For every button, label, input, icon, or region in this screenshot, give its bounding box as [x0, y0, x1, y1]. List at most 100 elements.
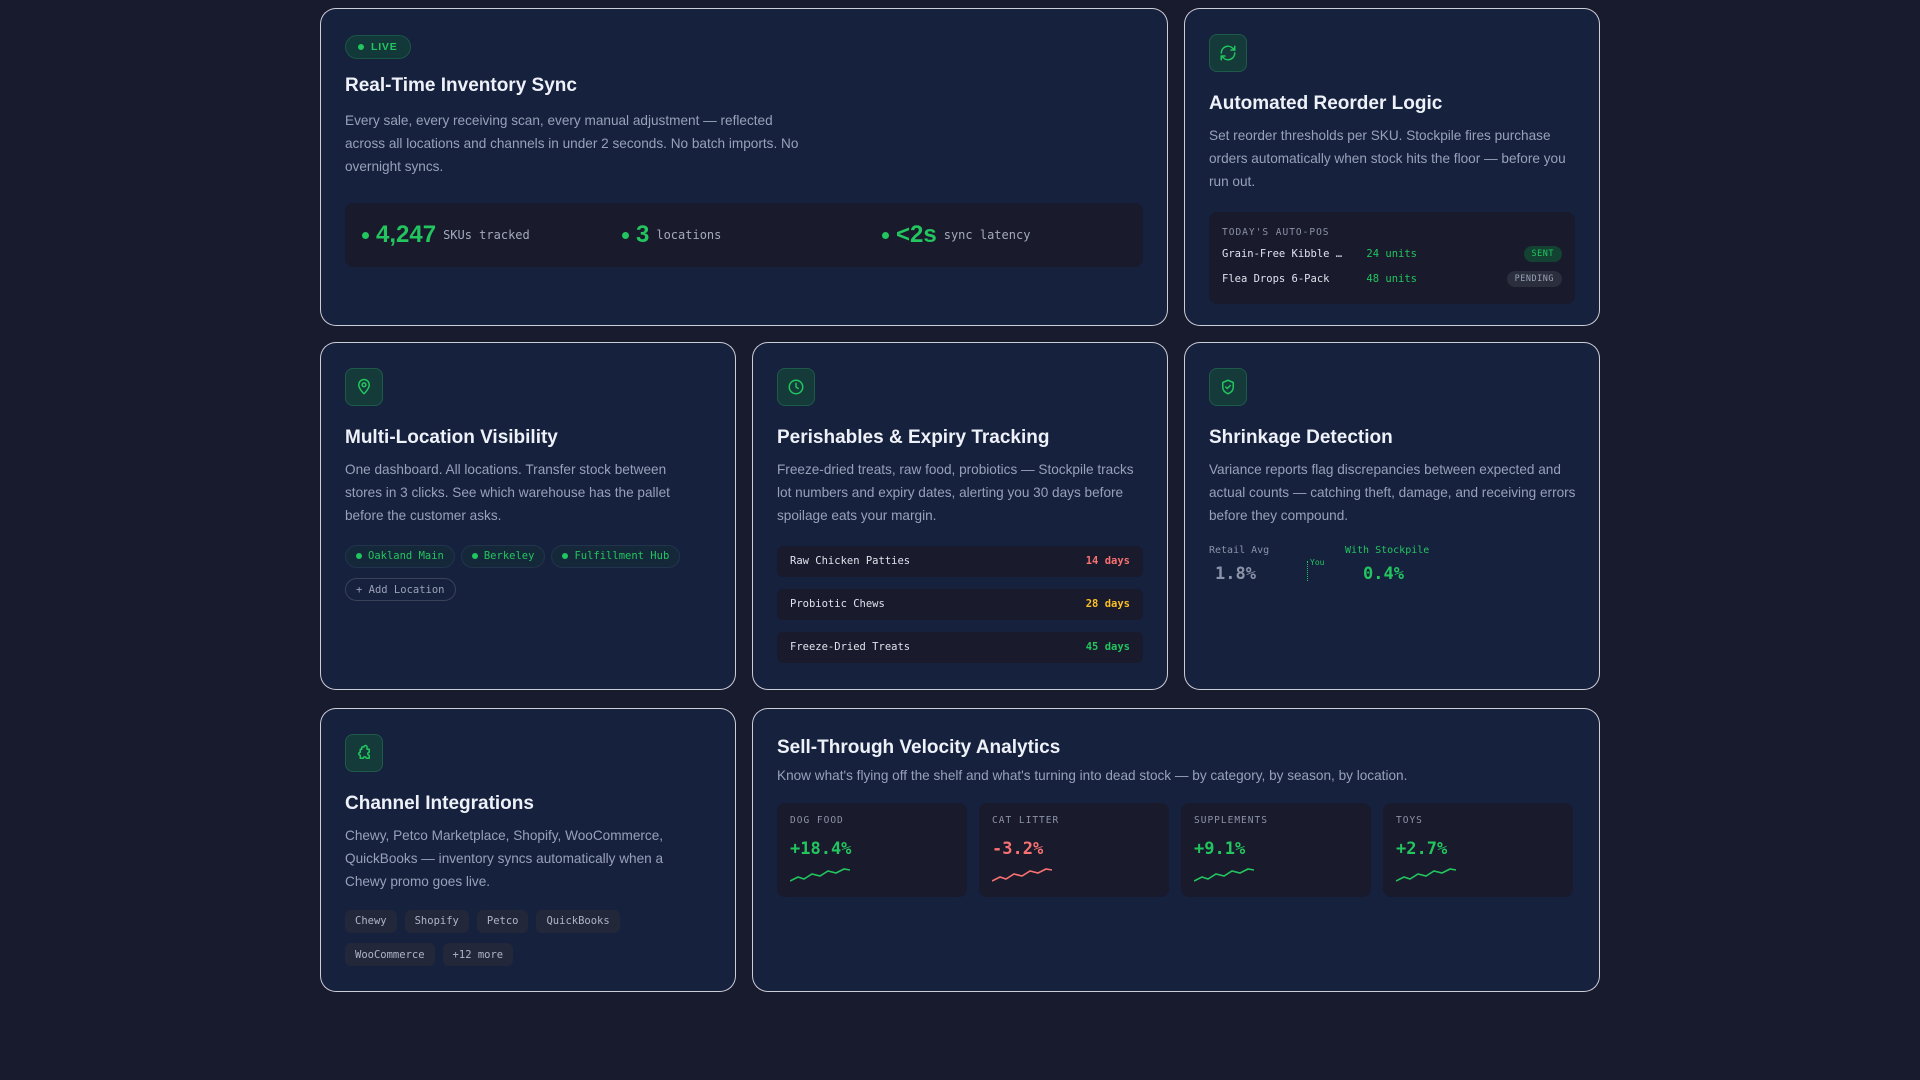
expiry-row[interactable]: Probiotic Chews 28 days	[777, 589, 1143, 620]
location-chip-label: Berkeley	[483, 550, 535, 562]
live-badge: LIVE	[345, 35, 411, 59]
velocity-change: +18.4%	[790, 839, 852, 859]
retail-avg-value: 1.8%	[1215, 564, 1256, 584]
location-dot-icon	[356, 553, 362, 559]
po-row[interactable]: Flea Drops 6-Pack 48 units PENDING	[1222, 271, 1562, 289]
velocity-card-cat-litter[interactable]: CAT LITTER -3.2%	[979, 803, 1169, 897]
inventory-sync-desc: Every sale, every receiving scan, every …	[345, 113, 799, 174]
puzzle-icon	[345, 734, 383, 772]
sparkline-up-icon	[1396, 868, 1456, 882]
live-badge-label: LIVE	[371, 41, 398, 53]
po-row[interactable]: Grain-Free Kibble … 24 units SENT	[1222, 246, 1562, 264]
location-chip-berkeley[interactable]: Berkeley	[460, 544, 546, 568]
expiry-days: 28 days	[1085, 598, 1130, 610]
stat-latency: <2s sync latency	[882, 203, 1030, 267]
shrinkage-card: Shrinkage Detection Variance reports fla…	[1184, 342, 1600, 690]
stat-dot-icon	[362, 231, 369, 239]
comparison-divider	[1307, 561, 1308, 581]
expiry-item-name: Raw Chicken Patties	[790, 555, 911, 567]
integration-chips: Chewy Shopify Petco QuickBooks WooCommerce +1…	[345, 909, 665, 976]
sparkline-up-icon	[790, 868, 850, 882]
stat-label: SKUs tracked	[443, 228, 530, 242]
integration-chip-chewy[interactable]: Chewy	[345, 909, 397, 933]
location-chip-oakland[interactable]: Oakland Main	[345, 544, 455, 568]
you-label: You	[1310, 558, 1325, 567]
expiry-row[interactable]: Freeze-Dried Treats 45 days	[777, 632, 1143, 663]
sparkline-icon	[992, 868, 1052, 882]
velocity-card-toys[interactable]: TOYS +2.7%	[1383, 803, 1573, 897]
location-dot-icon	[562, 553, 569, 559]
reorder-desc: Set reorder thresholds per SKU. Stockpil…	[1209, 128, 1566, 189]
velocity-change: +9.1%	[1194, 839, 1246, 859]
with-stockpile-value: 0.4%	[1363, 564, 1404, 584]
map-pin-icon	[345, 368, 383, 406]
integration-chip-shopify[interactable]: Shopify	[404, 909, 469, 933]
multi-location-desc: One dashboard. All locations. Transfer s…	[345, 462, 670, 523]
velocity-change: -3.2%	[992, 839, 1044, 859]
expiry-item-name: Freeze-Dried Treats	[790, 641, 911, 653]
expiry-item-name: Probiotic Chews	[790, 598, 885, 610]
shrinkage-desc: Variance reports flag discrepancies betw…	[1209, 462, 1576, 523]
retail-avg-label: Retail Avg	[1209, 545, 1270, 556]
integrations-card: Channel Integrations Chewy, Petco Market…	[320, 708, 736, 992]
sync-stats-bar: 4,247 SKUs tracked 3 locations <2s sync …	[345, 203, 1143, 267]
stat-value: 3	[636, 221, 650, 248]
multi-location-card: Multi-Location Visibility One dashboard.…	[320, 342, 736, 690]
velocity-card-dog-food[interactable]: DOG FOOD +18.4%	[777, 803, 967, 897]
location-dot-icon	[471, 553, 478, 559]
stat-value: 4,247	[376, 221, 437, 248]
shrinkage-title: Shrinkage Detection	[1209, 427, 1393, 448]
velocity-category: SUPPLEMENTS	[1194, 815, 1268, 826]
multi-location-title: Multi-Location Visibility	[345, 427, 558, 448]
po-item-qty: 24 units	[1366, 248, 1417, 260]
velocity-analytics-card: Sell-Through Velocity Analytics Know wha…	[752, 708, 1600, 992]
po-item-name: Flea Drops 6-Pack	[1222, 273, 1330, 285]
po-item-qty: 48 units	[1366, 273, 1417, 285]
integrations-title: Channel Integrations	[345, 793, 534, 814]
expiry-desc: Freeze-dried treats, raw food, probiotic…	[777, 462, 1134, 523]
expiry-row[interactable]: Raw Chicken Patties 14 days	[777, 546, 1143, 577]
with-stockpile-label: With Stockpile	[1345, 545, 1430, 556]
stat-skus: 4,247 SKUs tracked	[362, 203, 530, 267]
stat-dot-icon	[622, 231, 629, 239]
stat-dot-icon	[882, 231, 889, 239]
reorder-card: Automated Reorder Logic Set reorder thre…	[1184, 8, 1600, 326]
velocity-category: DOG FOOD	[790, 815, 844, 826]
inventory-sync-card: LIVE Real-Time Inventory Sync Every sale…	[320, 8, 1168, 326]
sparkline-up-icon	[1194, 868, 1254, 882]
add-location-button[interactable]: + Add Location	[345, 578, 456, 601]
location-chip-fulfillment-hub[interactable]: Fulfillment Hub	[551, 544, 681, 568]
integration-chip-woocommerce[interactable]: WooCommerce	[345, 943, 435, 966]
inventory-sync-title: Real-Time Inventory Sync	[345, 75, 577, 96]
expiry-title: Perishables & Expiry Tracking	[777, 427, 1050, 448]
velocity-desc: Know what's flying off the shelf and wha…	[777, 768, 1408, 783]
stat-label: locations	[656, 228, 722, 242]
stat-value: <2s	[896, 221, 937, 248]
clock-icon	[777, 368, 815, 406]
stat-locations: 3 locations	[622, 203, 721, 267]
velocity-title: Sell-Through Velocity Analytics	[777, 737, 1061, 758]
velocity-category: TOYS	[1396, 815, 1423, 826]
shield-check-icon	[1209, 368, 1247, 406]
auto-po-panel: TODAY'S AUTO-POS Grain-Free Kibble … 24 …	[1209, 212, 1575, 304]
integrations-desc: Chewy, Petco Marketplace, Shopify, WooCo…	[345, 828, 664, 889]
integration-chip-quickbooks[interactable]: QuickBooks	[536, 909, 620, 933]
location-chips: Oakland Main Berkeley Fulfillment Hub + Ad…	[345, 544, 725, 601]
velocity-change: +2.7%	[1396, 839, 1448, 859]
po-status-badge: SENT	[1523, 246, 1562, 262]
expiry-days: 45 days	[1085, 641, 1130, 653]
po-status-badge: PENDING	[1506, 271, 1562, 287]
velocity-card-supplements[interactable]: SUPPLEMENTS +9.1%	[1181, 803, 1371, 897]
po-item-name: Grain-Free Kibble …	[1222, 248, 1343, 260]
expiry-tracking-card: Perishables & Expiry Tracking Freeze-dri…	[752, 342, 1168, 690]
velocity-category: CAT LITTER	[992, 815, 1060, 826]
refresh-icon	[1209, 34, 1247, 72]
integration-chip-more[interactable]: +12 more	[442, 943, 514, 966]
live-dot-icon	[358, 44, 364, 50]
reorder-title: Automated Reorder Logic	[1209, 93, 1443, 114]
location-chip-label: Oakland Main	[368, 550, 444, 562]
stat-label: sync latency	[943, 228, 1031, 242]
location-chip-label: Fulfillment Hub	[574, 550, 670, 562]
auto-po-heading: TODAY'S AUTO-POS	[1222, 227, 1330, 238]
integration-chip-petco[interactable]: Petco	[476, 909, 529, 933]
